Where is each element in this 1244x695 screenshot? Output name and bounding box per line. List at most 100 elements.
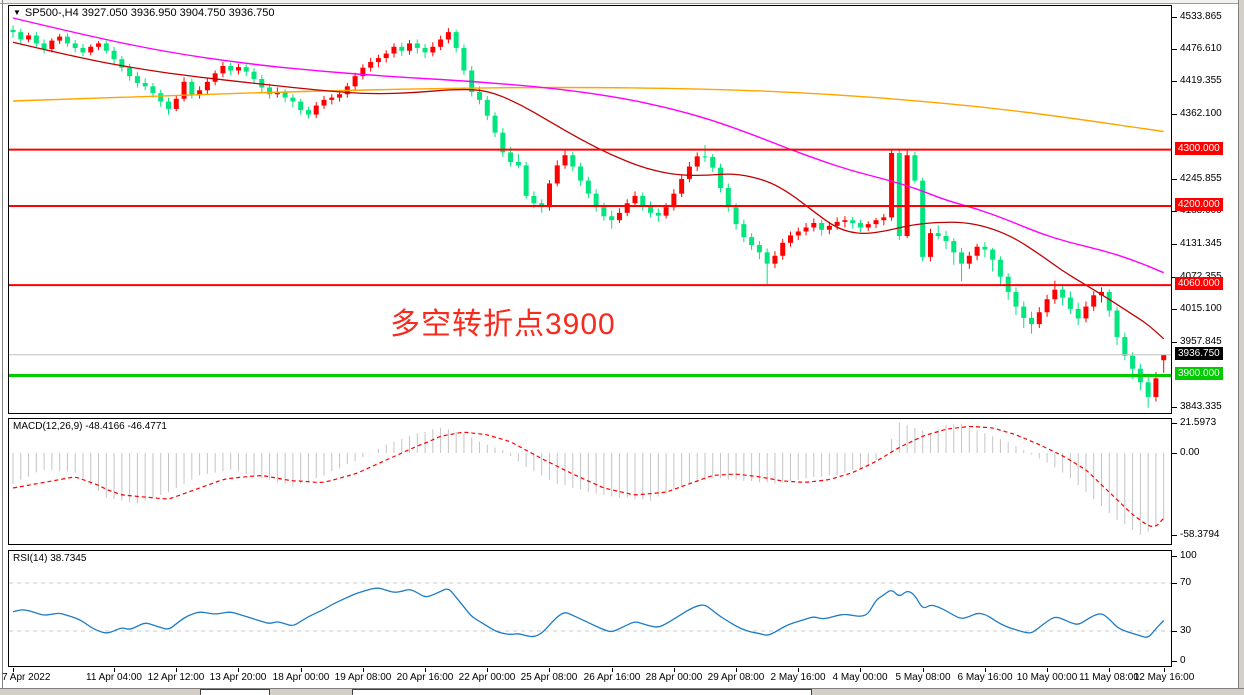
price-tick-label: 4362.100 — [1180, 108, 1222, 119]
window-right-edge — [1238, 0, 1244, 695]
time-tick-mark — [674, 668, 675, 672]
time-axis-label: 2 May 16:00 — [770, 672, 826, 683]
price-tick-label: 4072.355 — [1180, 271, 1222, 283]
price-level-badge: 4200.000 — [1175, 198, 1223, 211]
price-tick-mark — [1172, 114, 1177, 115]
time-axis-label: 7 Apr 2022 — [2, 672, 51, 683]
macd-indicator-panel[interactable] — [8, 418, 1172, 545]
price-tick-mark — [1172, 211, 1177, 212]
price-tick-mark — [1172, 81, 1177, 82]
time-axis-label: 12 Apr 12:00 — [147, 672, 205, 683]
chart-title: ▼ SP500-,H4 3927.050 3936.950 3904.750 39… — [13, 7, 274, 19]
macd-tick-label: 0.00 — [1180, 447, 1200, 458]
price-tick-label: 4533.865 — [1180, 11, 1222, 22]
time-tick-mark — [425, 668, 426, 672]
price-tick-mark — [1172, 277, 1177, 278]
rsi-tick-mark — [1172, 583, 1177, 584]
time-tick-mark — [1164, 668, 1165, 672]
time-axis-label: 22 Apr 00:00 — [458, 672, 516, 683]
time-tick-mark — [736, 668, 737, 672]
macd-label: MACD(12,26,9) -48.4166 -46.4771 — [13, 421, 167, 432]
time-tick-mark — [176, 668, 177, 672]
time-tick-mark — [923, 668, 924, 672]
rsi-label: RSI(14) 38.7345 — [13, 553, 87, 564]
current-price-badge: 3936.750 — [1175, 347, 1223, 360]
time-axis-label: 13 Apr 20:00 — [209, 672, 267, 683]
price-tick-mark — [1172, 244, 1177, 245]
time-axis-label: 18 Apr 00:00 — [272, 672, 330, 683]
price-tick-mark — [1172, 49, 1177, 50]
rsi-tick-label: 0 — [1180, 655, 1186, 666]
time-tick-mark — [114, 668, 115, 672]
time-tick-mark — [985, 668, 986, 672]
macd-tick-label: -58.3794 — [1180, 529, 1220, 540]
time-axis-label: 19 Apr 08:00 — [334, 672, 392, 683]
price-tick-mark — [1172, 342, 1177, 343]
price-tick-label: 4419.355 — [1180, 75, 1222, 86]
rsi-tick-mark — [1172, 556, 1177, 557]
price-tick-label: 3957.845 — [1180, 336, 1222, 347]
time-axis-label: 4 May 00:00 — [832, 672, 888, 683]
candlestick-series — [10, 25, 1167, 408]
macd-histogram — [12, 422, 1165, 535]
price-tick-mark — [1172, 309, 1177, 310]
rsi-indicator-panel[interactable] — [8, 550, 1172, 667]
price-tick-mark — [1172, 179, 1177, 180]
price-tick-label: 4245.855 — [1180, 173, 1222, 184]
time-axis-label: 5 May 08:00 — [895, 672, 951, 683]
macd-tick-label: 21.5973 — [1180, 417, 1217, 428]
ma-slow-orange — [12, 86, 1164, 133]
time-axis-label: 29 Apr 08:00 — [707, 672, 765, 683]
ma-fast-darkred — [12, 41, 1165, 340]
time-axis-label: 26 Apr 16:00 — [583, 672, 641, 683]
time-tick-mark — [860, 668, 861, 672]
price-level-badge: 4060.000 — [1175, 277, 1223, 290]
price-tick-label: 4015.100 — [1180, 303, 1222, 314]
price-tick-label: 4476.610 — [1180, 43, 1222, 54]
time-axis-label: 12 May 16:00 — [1133, 672, 1195, 683]
time-tick-mark — [1047, 668, 1048, 672]
time-tick-mark — [301, 668, 302, 672]
time-axis-label: 6 May 16:00 — [957, 672, 1013, 683]
symbol-ohlc-text: SP500-,H4 3927.050 3936.950 3904.750 393… — [24, 7, 275, 19]
time-axis-label: 11 Apr 04:00 — [86, 672, 142, 683]
main-chart-panel[interactable] — [8, 5, 1172, 414]
macd-tick-mark — [1172, 423, 1177, 424]
symbol-dropdown-icon[interactable]: ▼ — [13, 8, 21, 17]
macd-chart — [12, 422, 1165, 535]
rsi-tick-label: 70 — [1180, 577, 1192, 588]
rsi-tick-label: 30 — [1180, 625, 1192, 636]
rsi-line — [12, 587, 1165, 638]
time-axis-label: 10 May 00:00 — [1016, 672, 1078, 683]
time-axis-label: 11 May 08:00 — [1079, 672, 1139, 683]
window-left-edge — [2, 0, 3, 688]
price-tick-label: 3843.335 — [1180, 401, 1222, 412]
window-top-edge — [0, 0, 1244, 4]
rsi-tick-mark — [1172, 661, 1177, 662]
price-tick-mark — [1172, 17, 1177, 18]
time-tick-mark — [1109, 668, 1110, 672]
macd-signal-line — [12, 425, 1165, 528]
time-axis-label: 28 Apr 00:00 — [645, 672, 703, 683]
rsi-chart — [9, 582, 1171, 638]
candlestick-chart — [9, 17, 1171, 408]
chart-annotation-text: 多空转折点3900 — [390, 308, 616, 341]
price-level-badge: 3900.000 — [1175, 367, 1223, 380]
time-tick-mark — [798, 668, 799, 672]
macd-tick-mark — [1172, 453, 1177, 454]
rsi-tick-label: 100 — [1180, 550, 1197, 561]
rsi-tick-mark — [1172, 631, 1177, 632]
chart-tab-stub[interactable] — [200, 689, 270, 695]
time-tick-mark — [238, 668, 239, 672]
time-tick-mark — [612, 668, 613, 672]
macd-tick-mark — [1172, 535, 1177, 536]
price-tick-label: 4131.345 — [1180, 238, 1222, 249]
chart-tab-stub[interactable] — [352, 689, 812, 695]
time-axis-label: 25 Apr 08:00 — [520, 672, 578, 683]
time-axis-label: 20 Apr 16:00 — [396, 672, 454, 683]
price-tick-mark — [1172, 407, 1177, 408]
time-tick-mark — [13, 668, 14, 672]
time-tick-mark — [549, 668, 550, 672]
time-tick-mark — [487, 668, 488, 672]
time-tick-mark — [363, 668, 364, 672]
